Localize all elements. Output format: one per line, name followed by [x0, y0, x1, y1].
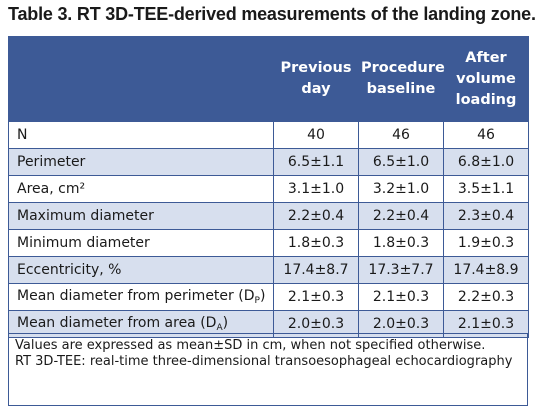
- header-cell-empty: [8, 36, 274, 122]
- row-label: N: [8, 121, 274, 149]
- cell-procedure-baseline: 6.5±1.0: [358, 148, 444, 176]
- table-row: N 40 46 46: [8, 121, 529, 149]
- footnote-line-abbreviation: RT 3D-TEE: real-time three-dimensional t…: [15, 354, 513, 369]
- row-label-subscript: P: [254, 296, 260, 306]
- header-cell-procedure-baseline: Procedure baseline: [358, 36, 445, 122]
- cell-previous-day: 6.5±1.1: [273, 148, 359, 176]
- cell-previous-day: 40: [273, 121, 359, 149]
- table-title: Table 3. RT 3D-TEE-derived measurements …: [8, 4, 535, 24]
- table-row: Area, cm² 3.1±1.0 3.2±1.0 3.5±1.1: [8, 175, 529, 203]
- cell-procedure-baseline: 3.2±1.0: [358, 175, 444, 203]
- cell-after-volume-loading: 3.5±1.1: [443, 175, 529, 203]
- row-label: Mean diameter from perimeter (DP): [8, 283, 274, 311]
- header-cell-previous-day: Previous day: [273, 36, 359, 122]
- cell-procedure-baseline: 46: [358, 121, 444, 149]
- table-footnote: Values are expressed as mean±SD in cm, w…: [8, 333, 528, 406]
- cell-after-volume-loading: 17.4±8.9: [443, 256, 529, 284]
- table-row: Minimum diameter 1.8±0.3 1.8±0.3 1.9±0.3: [8, 229, 529, 257]
- row-label-suffix: ): [259, 288, 266, 304]
- cell-previous-day: 2.1±0.3: [273, 283, 359, 311]
- header-cell-after-volume-loading: After volume loading: [443, 36, 529, 122]
- measurements-table: Previous day Procedure baseline After vo…: [8, 36, 529, 338]
- cell-previous-day: 2.2±0.4: [273, 202, 359, 230]
- cell-after-volume-loading: 6.8±1.0: [443, 148, 529, 176]
- row-label: Minimum diameter: [8, 229, 274, 257]
- row-label: Eccentricity, %: [8, 256, 274, 284]
- cell-previous-day: 17.4±8.7: [273, 256, 359, 284]
- cell-after-volume-loading: 1.9±0.3: [443, 229, 529, 257]
- cell-procedure-baseline: 2.2±0.4: [358, 202, 444, 230]
- cell-after-volume-loading: 2.3±0.4: [443, 202, 529, 230]
- row-label: Area, cm²: [8, 175, 274, 203]
- row-label: Maximum diameter: [8, 202, 274, 230]
- table-row: Eccentricity, % 17.4±8.7 17.3±7.7 17.4±8…: [8, 256, 529, 284]
- table-body: N 40 46 46 Perimeter 6.5±1.1 6.5±1.0 6.8…: [8, 121, 529, 338]
- table-row: Mean diameter from perimeter (DP) 2.1±0.…: [8, 283, 529, 311]
- cell-after-volume-loading: 2.2±0.3: [443, 283, 529, 311]
- header-row: Previous day Procedure baseline After vo…: [8, 36, 529, 122]
- cell-after-volume-loading: 46: [443, 121, 529, 149]
- row-label-text: Mean diameter from perimeter (D: [17, 288, 255, 304]
- cell-previous-day: 1.8±0.3: [273, 229, 359, 257]
- cell-procedure-baseline: 2.1±0.3: [358, 283, 444, 311]
- footnote-line-units: Values are expressed as mean±SD in cm, w…: [15, 338, 486, 353]
- cell-previous-day: 3.1±1.0: [273, 175, 359, 203]
- row-label-text: Mean diameter from area (D: [17, 315, 217, 331]
- measurements-table-container: Previous day Procedure baseline After vo…: [8, 36, 529, 338]
- cell-procedure-baseline: 17.3±7.7: [358, 256, 444, 284]
- row-label-suffix: ): [222, 315, 229, 331]
- table-row: Perimeter 6.5±1.1 6.5±1.0 6.8±1.0: [8, 148, 529, 176]
- table-row: Maximum diameter 2.2±0.4 2.2±0.4 2.3±0.4: [8, 202, 529, 230]
- cell-procedure-baseline: 1.8±0.3: [358, 229, 444, 257]
- row-label: Perimeter: [8, 148, 274, 176]
- row-label-subscript: A: [216, 323, 223, 333]
